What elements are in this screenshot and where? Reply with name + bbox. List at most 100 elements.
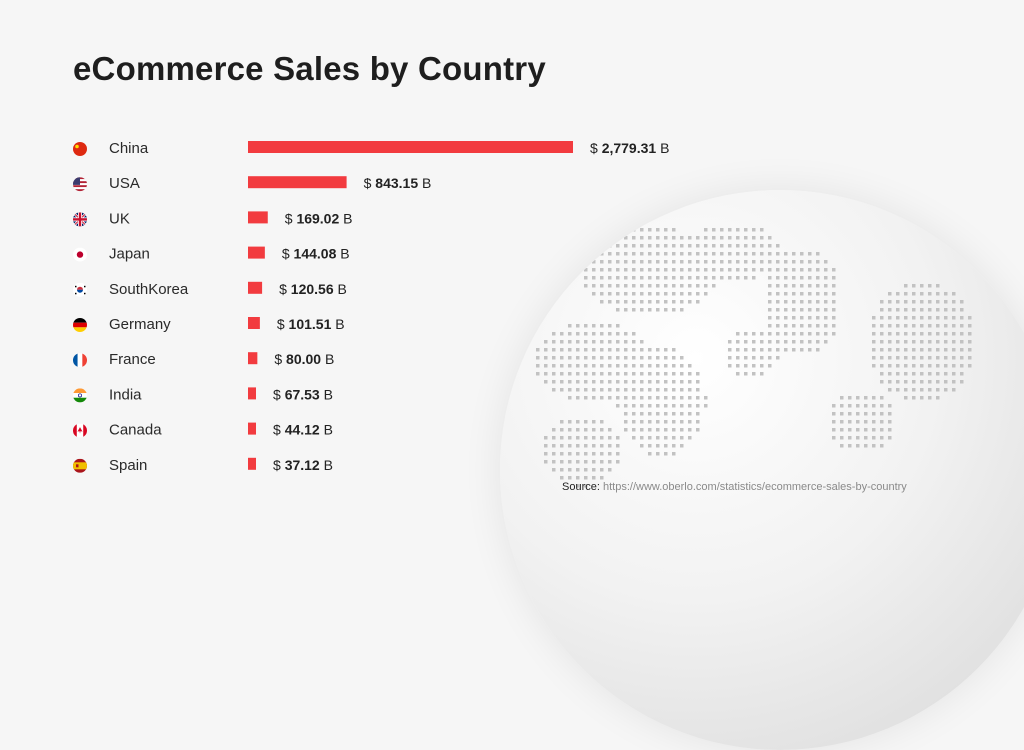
globe-dot xyxy=(656,380,660,384)
globe-dot xyxy=(816,340,820,344)
globe-dot xyxy=(944,380,948,384)
globe-dot xyxy=(640,364,644,368)
globe-dot xyxy=(672,412,676,416)
globe-dot xyxy=(752,244,756,248)
globe-dot xyxy=(792,252,796,256)
globe-dot xyxy=(568,396,572,400)
globe-dot xyxy=(688,284,692,288)
category-label: India xyxy=(109,386,142,403)
globe-dot xyxy=(584,340,588,344)
globe-dot xyxy=(808,332,812,336)
globe-dot xyxy=(728,236,732,240)
globe-dot xyxy=(840,428,844,432)
globe-dot xyxy=(856,428,860,432)
globe-dot xyxy=(584,332,588,336)
globe-dot xyxy=(584,396,588,400)
globe-dot xyxy=(936,316,940,320)
globe-dot xyxy=(912,348,916,352)
globe-dot xyxy=(560,420,564,424)
globe-dot xyxy=(648,276,652,280)
globe-dot xyxy=(560,476,564,480)
uk-flag-icon xyxy=(73,212,87,227)
globe-dot xyxy=(888,436,892,440)
globe-dot xyxy=(912,364,916,368)
globe-dot xyxy=(560,468,564,472)
globe-dot xyxy=(768,332,772,336)
globe-dot xyxy=(840,420,844,424)
globe-dot xyxy=(640,236,644,240)
globe-dot xyxy=(720,252,724,256)
globe-dot xyxy=(584,284,588,288)
globe-dot xyxy=(664,268,668,272)
globe-dot xyxy=(624,340,628,344)
bar xyxy=(248,211,268,224)
globe-dot xyxy=(928,372,932,376)
globe-dot xyxy=(648,436,652,440)
globe-dot xyxy=(800,316,804,320)
globe-dot xyxy=(576,356,580,360)
globe-dot xyxy=(960,332,964,336)
globe-dot xyxy=(608,436,612,440)
globe-dot xyxy=(960,340,964,344)
globe-dot xyxy=(920,396,924,400)
globe-dot xyxy=(776,268,780,272)
globe-dot xyxy=(672,396,676,400)
globe-dot xyxy=(608,396,612,400)
globe-dot xyxy=(568,380,572,384)
globe-dot xyxy=(608,292,612,296)
globe-dot xyxy=(936,388,940,392)
globe-dot xyxy=(640,340,644,344)
globe-dot xyxy=(616,348,620,352)
globe-dot xyxy=(648,244,652,248)
globe-dot xyxy=(944,316,948,320)
globe-dot xyxy=(800,268,804,272)
globe-dot xyxy=(872,420,876,424)
globe-dot xyxy=(696,252,700,256)
globe-dot xyxy=(776,316,780,320)
value-label: $ 67.53 B xyxy=(273,386,333,402)
globe-dot xyxy=(936,308,940,312)
globe-dot xyxy=(736,244,740,248)
globe-dot xyxy=(952,316,956,320)
globe-dot xyxy=(792,316,796,320)
globe-dot xyxy=(880,420,884,424)
globe-dot xyxy=(568,428,572,432)
globe-dot xyxy=(864,436,868,440)
globe-dot xyxy=(656,244,660,248)
globe-dot xyxy=(720,260,724,264)
globe-dot xyxy=(744,276,748,280)
globe-dot xyxy=(600,260,604,264)
globe-dot xyxy=(648,380,652,384)
globe-dot xyxy=(896,372,900,376)
globe-dot xyxy=(816,308,820,312)
globe-dot xyxy=(632,308,636,312)
globe-dot xyxy=(800,300,804,304)
globe-dot xyxy=(592,372,596,376)
globe-dot xyxy=(576,364,580,368)
globe-dot xyxy=(896,332,900,336)
source-link[interactable]: https://www.oberlo.com/statistics/ecomme… xyxy=(602,481,907,493)
globe-dot xyxy=(680,252,684,256)
globe-dot xyxy=(632,260,636,264)
spain-flag-icon xyxy=(73,458,87,473)
globe-dot xyxy=(912,396,916,400)
globe-dot xyxy=(960,372,964,376)
globe-dot xyxy=(936,300,940,304)
globe-dot xyxy=(616,252,620,256)
globe-dot xyxy=(648,420,652,424)
globe-dot xyxy=(912,316,916,320)
globe-dot xyxy=(600,420,604,424)
globe-dot xyxy=(624,300,628,304)
globe-dot xyxy=(712,284,716,288)
globe-dot xyxy=(728,228,732,232)
globe-dot xyxy=(920,316,924,320)
globe-dot xyxy=(656,372,660,376)
globe-dot xyxy=(736,236,740,240)
bar-row: Canada $ 44.12 B xyxy=(73,422,333,439)
globe-dot xyxy=(632,380,636,384)
globe-dot xyxy=(920,324,924,328)
globe-dot xyxy=(624,428,628,432)
globe-dot xyxy=(640,300,644,304)
globe-dot xyxy=(832,308,836,312)
globe-dot xyxy=(736,348,740,352)
